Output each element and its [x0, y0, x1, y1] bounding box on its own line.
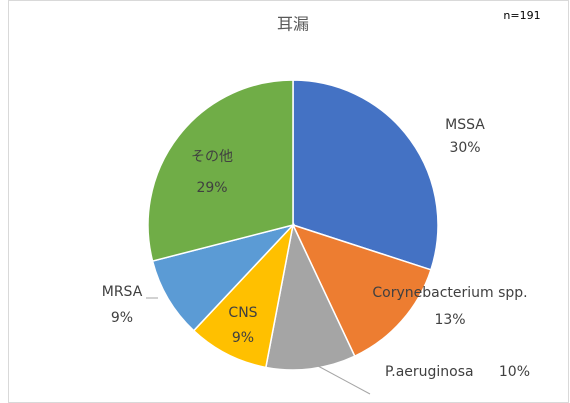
data-label-name: Corynebacterium spp.	[372, 285, 527, 301]
data-label-value: 10%	[499, 364, 530, 380]
pie-slice	[264, 222, 356, 371]
data-label-value: 29%	[196, 180, 227, 196]
data-label-value: 13%	[434, 312, 465, 328]
pie-slice	[291, 223, 432, 358]
pie-slice	[192, 222, 295, 369]
data-label-value: 9%	[111, 310, 133, 326]
data-label-name: その他	[191, 149, 233, 165]
data-label-name: MSSA	[445, 117, 485, 133]
pie-slice	[147, 79, 294, 262]
leader-line	[317, 365, 371, 395]
data-label-value: 9%	[232, 330, 254, 346]
chart-title: 耳漏	[277, 15, 309, 34]
data-label-name: MRSA	[102, 284, 143, 300]
pie-slice	[151, 223, 296, 332]
data-label-value: 30%	[449, 140, 480, 156]
data-label-name: CNS	[228, 305, 257, 321]
pie-slice	[292, 79, 439, 271]
data-label-name: P.aeruginosa	[385, 364, 474, 380]
annotation: n=191	[503, 9, 540, 22]
